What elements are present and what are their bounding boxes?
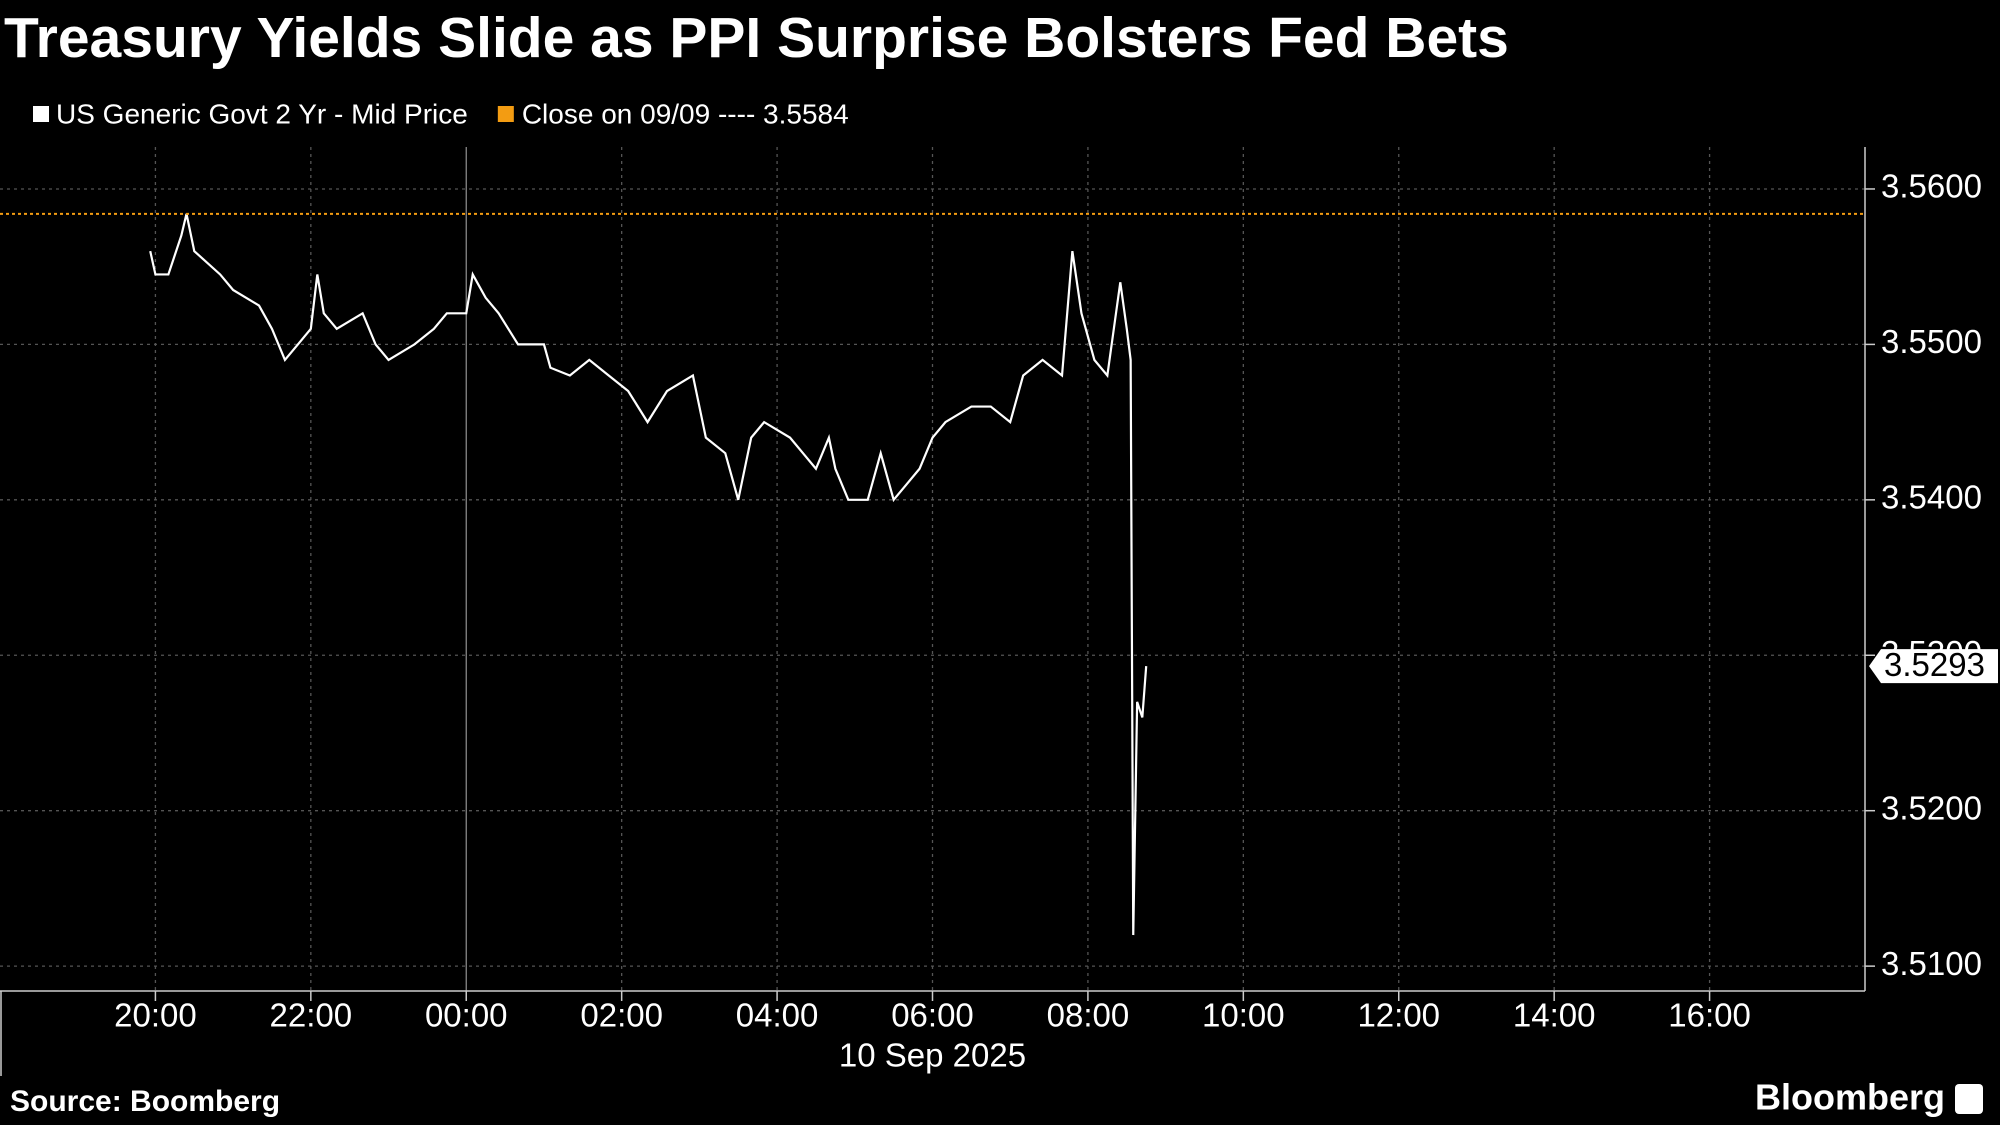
x-tick-label: 04:00 <box>736 997 819 1034</box>
y-tick-label: 3.5600 <box>1881 168 1982 205</box>
last-value-label: 3.5293 <box>1884 646 1985 683</box>
x-tick-label: 16:00 <box>1668 997 1751 1034</box>
y-tick-label: 3.5200 <box>1881 789 1982 826</box>
x-tick-label: 06:00 <box>891 997 974 1034</box>
chart-title: Treasury Yields Slide as PPI Surprise Bo… <box>4 6 1509 70</box>
x-tick-label: 14:00 <box>1513 997 1596 1034</box>
y-tick-label: 3.5400 <box>1881 479 1982 516</box>
y-tick-label: 3.5500 <box>1881 323 1982 360</box>
x-tick-label: 00:00 <box>425 997 508 1034</box>
x-tick-label: 12:00 <box>1357 997 1440 1034</box>
last-value-tag <box>1869 649 1998 684</box>
legend-swatch <box>497 106 514 122</box>
x-tick-label: 02:00 <box>580 997 663 1034</box>
legend-label: Close on 09/09 ---- 3.5584 <box>522 98 849 129</box>
x-tick-label: 08:00 <box>1047 997 1130 1034</box>
x-tick-label: 20:00 <box>114 997 197 1034</box>
legend-swatch <box>33 106 49 122</box>
x-axis-label: 10 Sep 2025 <box>839 1037 1026 1074</box>
y-tick-label: 3.5100 <box>1881 945 1982 982</box>
legend-label: US Generic Govt 2 Yr - Mid Price <box>56 98 468 129</box>
brand-icon <box>1955 1084 1983 1114</box>
source: Source: Boomberg <box>10 1085 280 1118</box>
x-tick-label: 10:00 <box>1202 997 1285 1034</box>
brand: Bloomberg <box>1755 1077 1945 1118</box>
x-tick-label: 22:00 <box>270 997 353 1034</box>
price-line <box>149 213 1148 936</box>
